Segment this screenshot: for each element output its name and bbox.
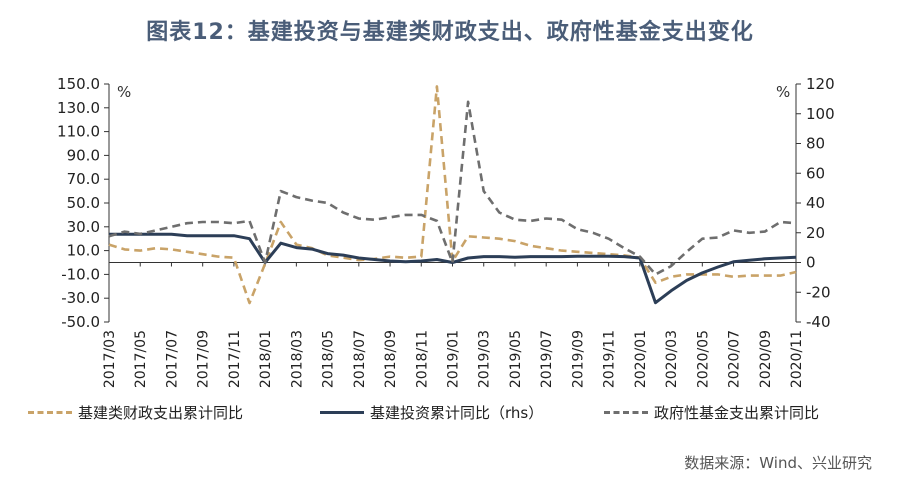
chart-title: 图表12：基建投资与基建类财政支出、政府性基金支出变化 (146, 20, 754, 45)
source-note: 数据来源：Wind、兴业研究 (684, 454, 872, 472)
series-line-fund (108, 100, 797, 276)
x-tick-label: 2020/11 (789, 330, 805, 388)
left-axis-unit: % (117, 83, 131, 101)
x-tick-label: 2020/07 (727, 330, 743, 388)
x-tick-label: 2018/03 (289, 330, 305, 388)
legend-item-fiscal: 基建类财政支出累计同比 (28, 402, 243, 423)
right-tick-label: -20 (806, 283, 831, 301)
left-tick-label: 70.0 (67, 170, 100, 188)
left-tick-label: -30.0 (61, 289, 100, 307)
legend-label-infra: 基建投资累计同比（rhs） (370, 404, 544, 422)
right-tick-label: 100 (806, 105, 835, 123)
legend-swatch-fiscal (28, 411, 72, 414)
series-line-fiscal (108, 85, 797, 305)
right-tick-label: 60 (806, 164, 825, 182)
left-tick-label: -10.0 (61, 265, 100, 283)
right-tick-label: 40 (806, 194, 825, 212)
chart-axes: 150.0 130.0 110.0 90.0 70.0 50.0 30.0 10.0 -10.0… (57, 75, 835, 388)
right-tick-label: -40 (806, 313, 831, 331)
x-tick-label: 2017/09 (196, 330, 212, 388)
x-tick-label: 2018/07 (352, 330, 368, 388)
chart-legend: 基建类财政支出累计同比 基建投资累计同比（rhs） 政府性基金支出累计同比 (28, 402, 888, 426)
legend-item-fund: 政府性基金支出累计同比 (604, 402, 819, 423)
x-tick-label: 2018/09 (383, 330, 399, 388)
left-tick-label: -50.0 (61, 313, 100, 331)
chart-series (108, 85, 797, 305)
x-tick-label: 2020/09 (758, 330, 774, 388)
right-axis-unit: % (776, 83, 790, 101)
line-chart: 150.0 130.0 110.0 90.0 70.0 50.0 30.0 10.0 -10.0… (57, 75, 835, 388)
left-tick-label: 110.0 (57, 123, 100, 141)
x-tick-label: 2018/11 (414, 330, 430, 388)
x-tick-label: 2018/05 (321, 330, 337, 388)
x-tick-label: 2018/01 (258, 330, 274, 388)
x-tick-label: 2019/03 (477, 330, 493, 388)
right-tick-label: 80 (806, 135, 825, 153)
x-tick-label: 2019/05 (508, 330, 524, 388)
left-tick-label: 150.0 (57, 75, 100, 93)
x-tick-label: 2019/11 (602, 330, 618, 388)
x-tick-label: 2019/07 (539, 330, 555, 388)
left-tick-label: 30.0 (67, 218, 100, 236)
x-tick-label: 2019/01 (446, 330, 462, 388)
series-line-infra (109, 232, 797, 305)
x-tick-label: 2020/01 (633, 330, 649, 388)
x-tick-label: 2020/03 (664, 330, 680, 388)
right-tick-label: 0 (806, 254, 816, 272)
legend-swatch-fund (604, 411, 648, 414)
x-tick-label: 2020/05 (695, 330, 711, 388)
left-tick-label: 10.0 (67, 242, 100, 260)
legend-swatch-infra (320, 411, 364, 414)
x-tick-label: 2017/05 (133, 330, 149, 388)
legend-label-fund: 政府性基金支出累计同比 (654, 404, 820, 422)
right-tick-label: 120 (806, 75, 835, 93)
left-tick-label: 130.0 (57, 99, 100, 117)
x-tick-label: 2017/11 (227, 330, 243, 388)
x-tick-label: 2017/03 (102, 330, 118, 388)
x-tick-label: 2019/09 (570, 330, 586, 388)
left-tick-label: 90.0 (67, 146, 100, 164)
x-tick-label: 2017/07 (164, 330, 180, 388)
left-tick-label: 50.0 (67, 194, 100, 212)
right-tick-label: 20 (806, 224, 825, 242)
legend-label-fiscal: 基建类财政支出累计同比 (78, 404, 244, 422)
legend-item-infra: 基建投资累计同比（rhs） (320, 402, 543, 423)
